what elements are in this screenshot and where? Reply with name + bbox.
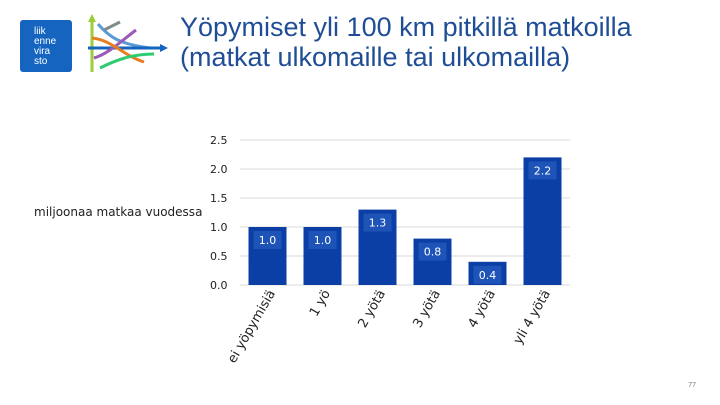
data-label: 1.0: [259, 234, 277, 247]
logo: liik enne vira sto: [20, 14, 170, 79]
y-tick-label: 2.5: [210, 134, 228, 147]
data-label: 2.2: [534, 164, 552, 177]
category-label: 2 yötä: [355, 288, 389, 331]
title-line-1: Yöpymiset yli 100 km pitkillä matkoilla: [180, 12, 632, 42]
logo-badge: [20, 20, 72, 72]
y-tick-label: 0.5: [210, 250, 228, 263]
y-tick-label: 1.0: [210, 221, 228, 234]
logo-text-4: sto: [34, 56, 48, 67]
y-tick-label: 0.0: [210, 279, 228, 292]
category-label: yli 4 yötä: [511, 288, 554, 348]
title-line-2: (matkat ulkomaille tai ulkomailla): [180, 42, 571, 72]
page-number: 77: [688, 382, 696, 389]
y-tick-label: 2.0: [210, 163, 228, 176]
category-label: 1 yö: [307, 287, 334, 319]
data-label-box: [418, 242, 447, 261]
data-label: 1.3: [369, 217, 387, 230]
data-label-box: [253, 231, 282, 249]
data-label-box: [473, 265, 502, 284]
data-label-box: [308, 231, 337, 249]
y-tick-label: 1.5: [210, 192, 228, 205]
logo-text-2: enne: [34, 36, 57, 47]
category-label: 4 yötä: [465, 288, 499, 331]
category-label: ei yöpymisiä: [225, 288, 279, 366]
data-label: 0.4: [479, 269, 497, 282]
logo-text-3: vira: [34, 46, 51, 57]
logo-arrows: [88, 14, 168, 72]
data-label-box: [363, 213, 392, 232]
y-axis-label: miljoonaa matkaa vuodessa: [34, 205, 203, 219]
data-label-box: [528, 161, 557, 180]
category-label: 3 yötä: [410, 288, 444, 331]
data-label: 0.8: [424, 246, 442, 259]
data-label: 1.0: [314, 234, 332, 247]
bar-chart: 0.0 0.5 1.0 1.5 2.0 2.5 1.0 ei yöpymisiä 1.0 1 yö…: [210, 134, 570, 366]
logo-text-1: liik: [34, 26, 47, 37]
slide-title: Yöpymiset yli 100 km pitkillä matkoilla …: [180, 12, 700, 72]
